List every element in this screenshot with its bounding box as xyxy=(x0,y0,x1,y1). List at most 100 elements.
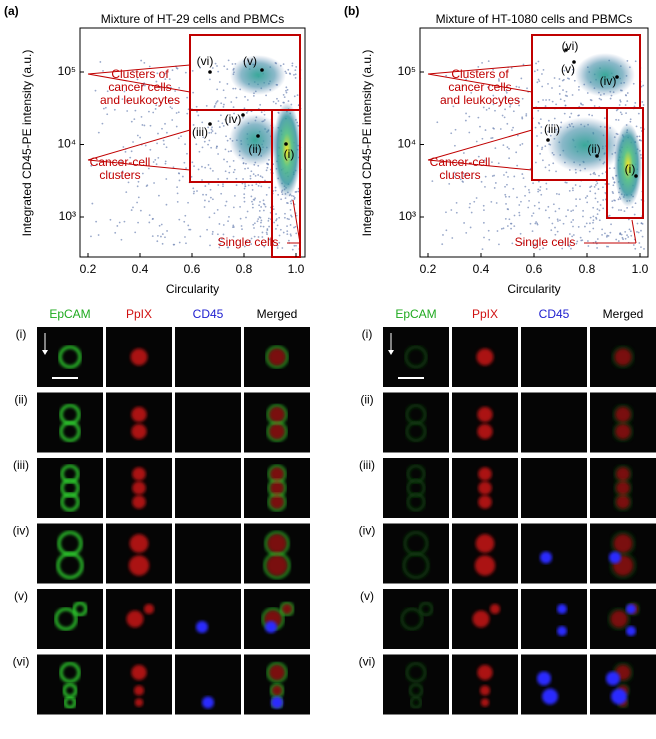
scatter-dot xyxy=(601,233,603,236)
scatter-dot xyxy=(130,120,133,123)
scatter-dot xyxy=(615,238,618,241)
row-label: (i) xyxy=(362,327,373,341)
scatter-dot xyxy=(571,68,574,71)
scatter-dot xyxy=(442,97,444,99)
row-label: (iii) xyxy=(359,458,375,472)
scatter-dot xyxy=(503,174,505,176)
scatter-dot xyxy=(286,217,289,220)
scatter-dot xyxy=(178,179,181,182)
scatter-dot xyxy=(203,140,206,143)
scatter-dot xyxy=(620,209,623,211)
scatter-dot xyxy=(284,212,286,215)
annotation-line xyxy=(292,199,301,244)
scatter-dot xyxy=(596,208,599,211)
scatter-dot xyxy=(145,185,148,188)
cell-epcam xyxy=(266,662,288,683)
cell-ppix xyxy=(270,495,284,509)
scatter-dot xyxy=(504,185,506,188)
density-cloud xyxy=(273,102,301,198)
scatter-dot xyxy=(579,236,582,239)
scatter-dot xyxy=(265,231,268,234)
scatter-dot xyxy=(216,233,219,236)
scatter-dot xyxy=(465,172,468,175)
cell-cd45 xyxy=(626,626,636,636)
scatter-dot xyxy=(218,246,221,249)
scatter-dot xyxy=(228,165,231,168)
arrow-head xyxy=(42,350,48,355)
gate-label: (iii) xyxy=(544,122,560,136)
scatter-dot xyxy=(257,184,260,187)
scatter-dot xyxy=(495,202,498,204)
scatter-dot xyxy=(595,216,597,219)
scatter-dot xyxy=(559,98,562,101)
scatter-dot xyxy=(504,217,507,220)
annotation-line xyxy=(427,73,533,93)
column-header: PpIX xyxy=(126,307,152,321)
scatter-dot xyxy=(125,191,128,194)
cell-ppix xyxy=(474,555,496,576)
cell-epcam xyxy=(612,421,634,442)
annotation: and leukocytes xyxy=(100,93,180,107)
scatter-dot xyxy=(548,98,551,101)
scatter-dot xyxy=(602,199,605,201)
x-tick-label: 0.6 xyxy=(184,262,201,276)
x-tick-label: 0.8 xyxy=(579,262,596,276)
scatter-dot xyxy=(521,173,524,175)
gate-point xyxy=(564,48,568,52)
scatter-dot xyxy=(601,172,604,175)
scatter-dot xyxy=(137,180,140,183)
micrograph xyxy=(521,458,587,518)
gate-label: (i) xyxy=(625,162,636,176)
scatter-dot xyxy=(222,106,225,108)
scatter-dot xyxy=(537,121,540,124)
cell-epcam xyxy=(405,421,427,442)
annotation: cancer cells xyxy=(108,80,171,94)
scatter-dot xyxy=(629,118,632,121)
scatter-dot xyxy=(518,211,521,214)
annotation-line xyxy=(87,64,191,75)
scatter-dot xyxy=(121,170,124,173)
scatter-dot xyxy=(97,234,100,236)
scatter-dot xyxy=(634,247,637,250)
y-tick-label: 10³ xyxy=(399,209,416,223)
micrograph xyxy=(106,392,172,453)
scatter-dot xyxy=(541,73,543,75)
cell-cd45 xyxy=(609,551,621,564)
scatter-dot xyxy=(630,234,633,237)
cell-ppix xyxy=(270,481,284,495)
scatter-dot xyxy=(582,215,584,218)
cell-epcam xyxy=(54,607,78,631)
scatter-dot xyxy=(536,145,539,147)
scatter-dot xyxy=(139,209,142,212)
scatter-dot xyxy=(587,245,590,247)
scatter-dot xyxy=(611,200,614,202)
scatter-dot xyxy=(247,184,250,187)
scatter-dot xyxy=(272,100,275,103)
scatter-dot xyxy=(201,179,203,181)
scatter-dot xyxy=(187,224,190,227)
scatter-dot xyxy=(275,213,277,215)
scatter-dot xyxy=(153,182,155,184)
scatter-dot xyxy=(590,185,593,188)
scatter-dot xyxy=(241,182,244,185)
scatter-dot xyxy=(253,235,256,238)
scatter-dot xyxy=(632,244,635,246)
scatter-dot xyxy=(634,202,637,205)
scatter-dot xyxy=(572,189,574,192)
scatter-dot xyxy=(291,64,294,67)
scatter-dot xyxy=(540,126,543,128)
cell-ppix xyxy=(130,348,148,366)
column-header: PpIX xyxy=(472,307,498,321)
scatter-dot xyxy=(567,244,570,247)
scatter-dot xyxy=(244,95,246,98)
scatter-dot xyxy=(551,123,554,126)
scatter-dot xyxy=(144,144,147,147)
scatter-dot xyxy=(186,152,188,155)
scatter-dot xyxy=(157,156,160,159)
scatter-dot xyxy=(494,109,496,112)
x-tick-label: 0.8 xyxy=(236,262,253,276)
scatter-dot xyxy=(551,222,554,225)
cell-ppix xyxy=(266,555,288,576)
scatter-dot xyxy=(586,201,589,204)
scatter-dot xyxy=(485,108,488,111)
